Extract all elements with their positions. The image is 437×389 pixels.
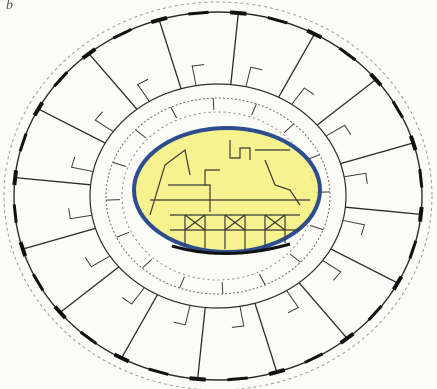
core-highlight (132, 126, 322, 254)
unit-partition (121, 287, 145, 305)
facade-wall (32, 101, 44, 117)
unit-partition (342, 219, 366, 236)
facade-wall (367, 304, 383, 321)
unit-partition (116, 231, 130, 238)
radial-wall (230, 12, 240, 85)
facade-wall (189, 376, 206, 382)
unit-partition (291, 87, 315, 105)
unit-partition (289, 253, 301, 263)
facade-wall (53, 305, 67, 320)
radial-wall (277, 33, 316, 98)
unit-partition (286, 290, 300, 314)
facade-wall (230, 10, 247, 16)
facade-wall (306, 28, 323, 40)
unit-partition (283, 123, 295, 134)
radial-wall (88, 53, 138, 110)
unit-partition (170, 106, 178, 119)
facade-wall (408, 240, 418, 259)
facade-wall (418, 169, 424, 188)
facade-wall (304, 352, 324, 364)
facade-wall-segments (12, 10, 424, 382)
radial-wall (158, 19, 182, 89)
unit-partition (322, 259, 342, 281)
unit-partition (191, 64, 205, 86)
facade-wall (150, 15, 168, 25)
unit-partition (106, 199, 121, 201)
radial-wall (59, 266, 120, 313)
facade-wall (79, 330, 98, 345)
radial-wall (316, 79, 377, 126)
unit-partition (84, 255, 111, 268)
facade-wall (18, 133, 28, 152)
facade-wall (53, 71, 69, 88)
radial-wall (14, 176, 91, 186)
facade-wall (18, 241, 28, 257)
unit-partition (325, 124, 352, 137)
facade-wall (369, 72, 383, 87)
radial-wall (22, 227, 96, 250)
facade-wall (112, 28, 132, 40)
facade-wall (338, 47, 357, 62)
radial-wall (254, 303, 278, 373)
unit-partition (173, 305, 191, 326)
facade-wall (408, 135, 418, 151)
facade-wall (418, 206, 424, 222)
facade-ring (13, 11, 423, 381)
unit-partition (70, 156, 94, 173)
figure-letter: b (6, 0, 13, 13)
unit-partition (212, 98, 215, 111)
outer-dashed-ring (3, 1, 433, 389)
unit-partition (258, 273, 266, 286)
facade-wall (12, 204, 18, 223)
radial-wall (330, 248, 399, 284)
facade-wall (339, 332, 355, 345)
unit-partition (135, 129, 147, 139)
facade-wall (227, 376, 248, 382)
unit-partition (251, 103, 257, 116)
radial-wall (298, 282, 348, 339)
unit-partition (179, 276, 185, 289)
unit-partition (112, 161, 127, 167)
unit-partition (245, 66, 263, 87)
facade-wall (81, 47, 97, 60)
radial-wall (345, 206, 422, 216)
facade-wall (188, 10, 209, 16)
facade-wall (392, 275, 404, 291)
unit-partition (221, 281, 224, 294)
radial-wall (340, 142, 414, 165)
radial-walls (14, 12, 422, 380)
unit-partition (309, 225, 324, 231)
unit-partitions (68, 64, 368, 328)
facade-wall (32, 273, 45, 292)
unit-partition (231, 306, 245, 328)
corridor-ring-outer (89, 83, 347, 309)
core-base-wall (171, 242, 291, 255)
radial-wall (196, 307, 206, 380)
facade-wall (391, 100, 404, 119)
radial-wall (120, 294, 159, 359)
facade-wall (12, 170, 18, 186)
core-internals (149, 140, 310, 249)
corridor-ring-inner (105, 97, 331, 295)
unit-partition (141, 258, 153, 269)
facade-wall (113, 352, 130, 364)
unit-partition (68, 208, 92, 220)
facade-wall (268, 367, 286, 377)
facade-wall (148, 367, 169, 376)
unit-partition (136, 78, 150, 102)
facade-wall (267, 16, 288, 25)
unit-partition (344, 172, 368, 184)
radial-wall (37, 108, 106, 144)
unit-partition (94, 111, 114, 133)
